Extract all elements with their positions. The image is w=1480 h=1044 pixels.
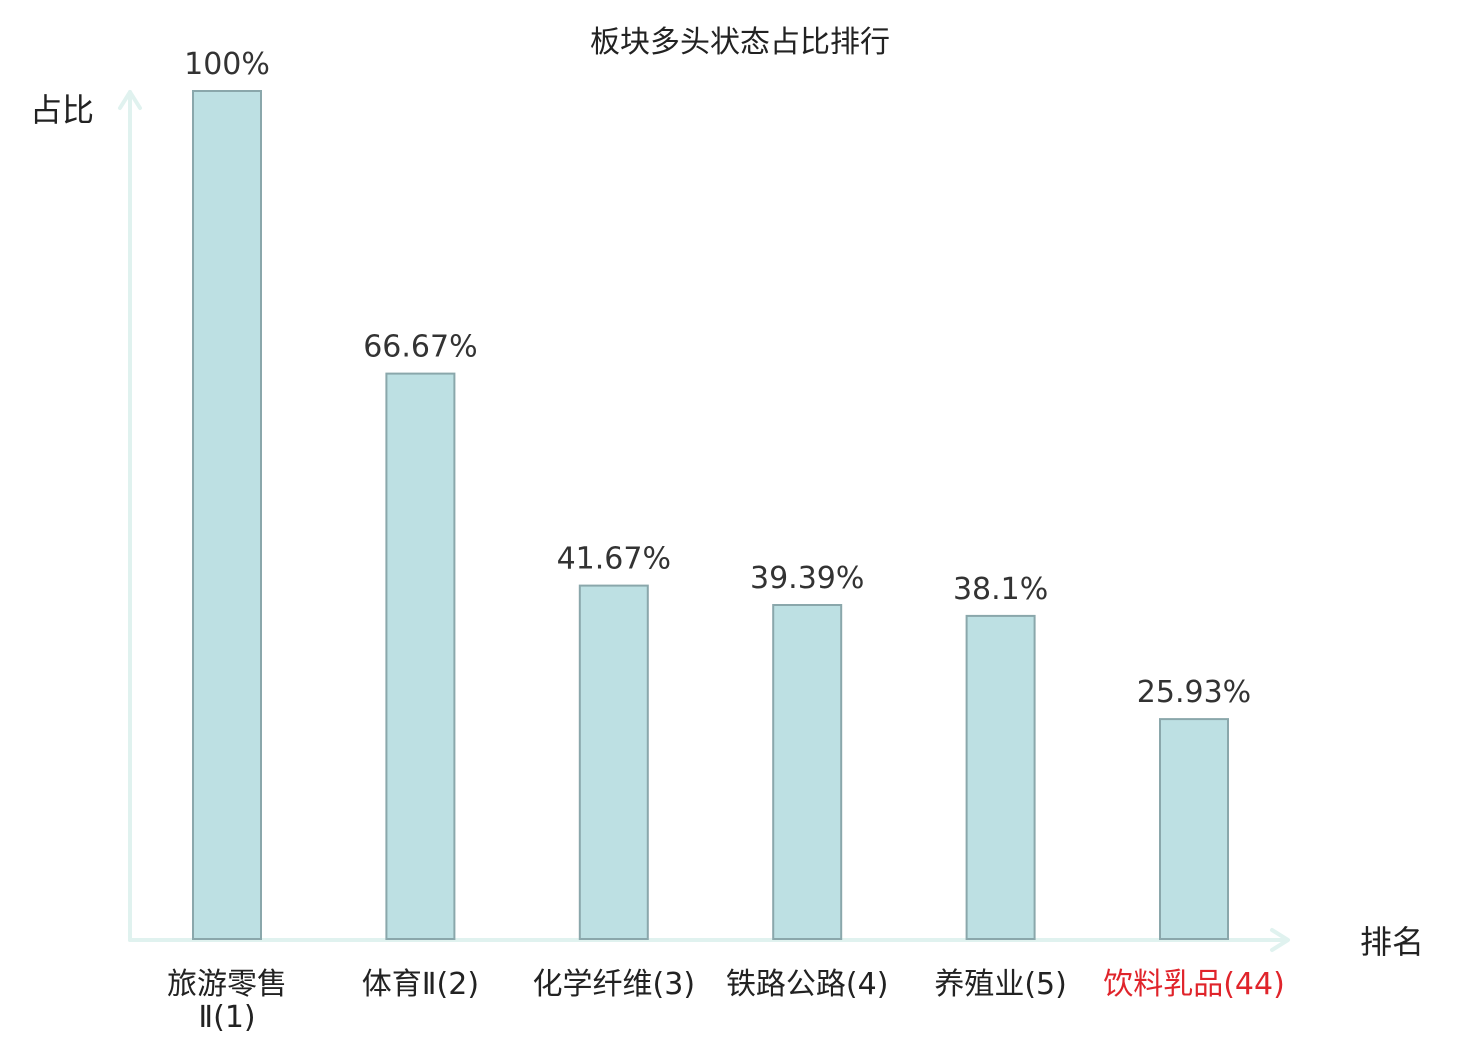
data-label: 41.67% bbox=[557, 542, 671, 577]
bar bbox=[965, 614, 1036, 941]
data-label: 39.39% bbox=[750, 561, 864, 596]
x-axis-arrow-icon bbox=[1270, 928, 1290, 952]
bar bbox=[1159, 718, 1229, 940]
y-axis-label: 占比 bbox=[30, 91, 94, 129]
x-tick-label: 铁路公路(4) bbox=[726, 967, 889, 1002]
data-label: 66.67% bbox=[363, 330, 477, 365]
data-label: 25.93% bbox=[1137, 675, 1251, 710]
bar bbox=[578, 584, 649, 940]
y-axis-arrow-icon bbox=[118, 90, 142, 110]
x-axis-label: 排名 bbox=[1360, 923, 1424, 961]
x-tick-label: 化学纤维(3) bbox=[533, 967, 696, 1002]
bar bbox=[772, 604, 843, 940]
bar bbox=[192, 90, 262, 940]
bars-group bbox=[192, 90, 1229, 941]
bar bbox=[385, 372, 456, 941]
data-label: 38.1% bbox=[953, 572, 1048, 607]
y-axis: 占比 bbox=[30, 90, 142, 942]
data-label: 100% bbox=[184, 47, 270, 82]
x-tick-label: 饮料乳品(44) bbox=[1103, 967, 1285, 1002]
x-tick-label: 养殖业(5) bbox=[934, 967, 1067, 1002]
x-tick-label: 体育Ⅱ(2) bbox=[362, 967, 479, 1002]
x-tick-label: Ⅱ(1) bbox=[198, 1000, 255, 1035]
value-labels-group: 100% 66.67% 41.67% 39.39% 38.1% 25.93% bbox=[184, 47, 1251, 710]
x-tick-label: 旅游零售 bbox=[167, 967, 287, 1002]
x-axis: 排名 bbox=[128, 923, 1424, 961]
chart-title: 板块多头状态占比排行 bbox=[590, 25, 890, 60]
